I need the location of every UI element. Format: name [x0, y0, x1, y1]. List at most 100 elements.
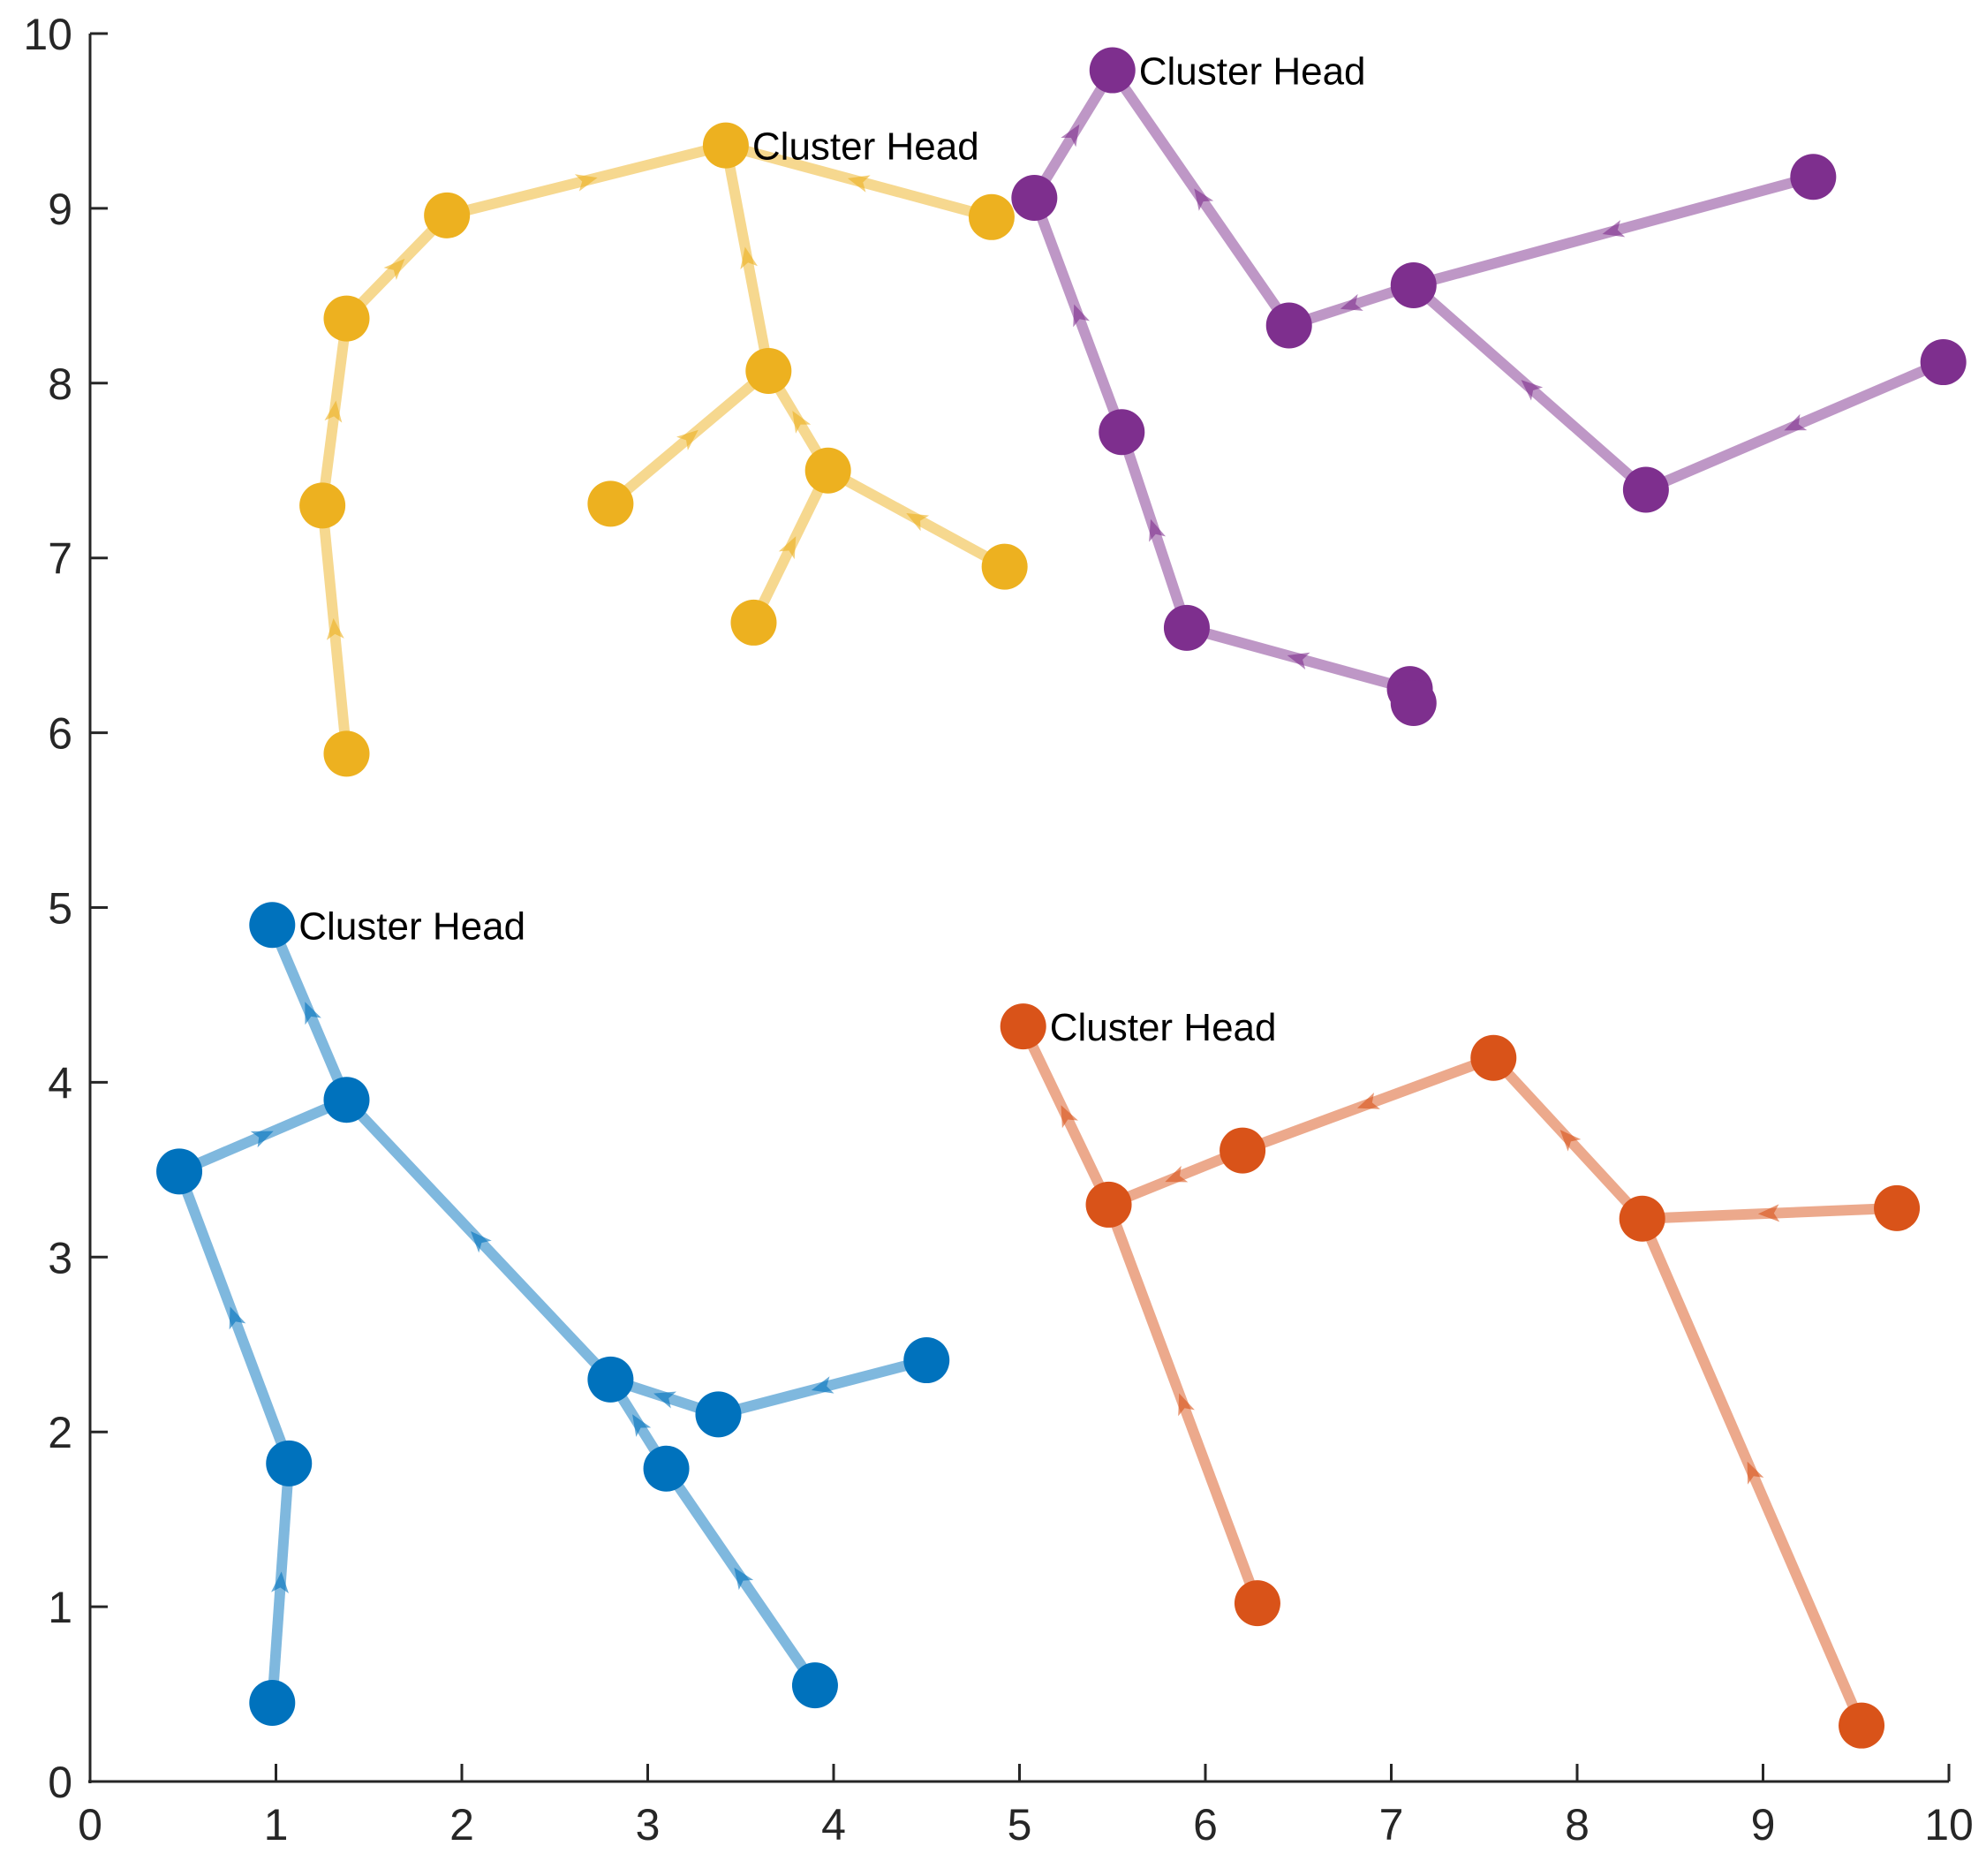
cluster-blue-direction-arrow — [653, 1391, 676, 1409]
cluster-yellow-direction-arrow — [326, 617, 344, 640]
cluster-blue-direction-arrow — [305, 1002, 321, 1025]
cluster-blue-node — [266, 1440, 313, 1486]
cluster-purple-node — [1920, 339, 1967, 386]
cluster-orange-node — [1839, 1702, 1885, 1749]
x-tick-label: 9 — [1751, 1800, 1776, 1850]
cluster-purple-head-label: Cluster Head — [1139, 50, 1366, 94]
cluster-yellow-node — [587, 480, 634, 527]
cluster-yellow-direction-arrow — [906, 512, 930, 532]
cluster-blue-direction-arrow — [250, 1131, 274, 1148]
cluster-orange-node — [1220, 1127, 1266, 1174]
cluster-yellow-direction-arrow — [324, 400, 343, 423]
cluster-purple-node — [1265, 302, 1312, 349]
cluster-orange-cluster-head-node — [1000, 1003, 1046, 1050]
cluster-yellow-direction-arrow — [740, 246, 758, 269]
y-tick-label: 5 — [48, 884, 72, 934]
cluster-purple-direction-arrow — [1602, 220, 1626, 238]
cluster-blue-head-label: Cluster Head — [298, 904, 525, 948]
cluster-purple-cluster-head-node — [1089, 47, 1136, 94]
axes-layer: 0 1 2 3 4 5 6 7 8 9 10 0 1 2 3 4 5 6 7 8 9 10 — [23, 10, 1973, 1850]
cluster-purple-direction-arrow — [1073, 304, 1091, 328]
cluster-purple-node — [1390, 261, 1437, 308]
cluster-yellow-node — [981, 543, 1028, 590]
x-tick-label: 8 — [1565, 1800, 1590, 1850]
cluster-purple-node — [1790, 154, 1837, 200]
x-tick-label: 7 — [1379, 1800, 1404, 1850]
cluster-blue-direction-arrow — [811, 1376, 834, 1394]
x-tick-label: 10 — [1924, 1800, 1974, 1850]
cluster-yellow-node — [323, 730, 370, 777]
y-tick-label: 4 — [48, 1058, 72, 1108]
cluster-orange-node — [1874, 1184, 1921, 1231]
cluster-purple-direction-arrow — [1521, 380, 1544, 401]
cluster-blue-node — [903, 1337, 950, 1384]
cluster-orange-direction-arrow — [1559, 1130, 1582, 1152]
x-tick-label: 5 — [1008, 1800, 1032, 1850]
cluster-yellow-node — [745, 347, 792, 394]
cluster-orange-node — [1619, 1195, 1665, 1242]
cluster-blue-node — [323, 1077, 370, 1123]
cluster-yellow-node — [323, 295, 370, 342]
cluster-orange-direction-arrow — [1178, 1393, 1195, 1417]
y-tick-label: 9 — [48, 185, 72, 234]
cluster-orange-node — [1085, 1181, 1132, 1228]
cluster-yellow-node — [804, 447, 851, 494]
y-tick-label: 0 — [48, 1758, 72, 1807]
cluster-blue-cluster-head-node — [249, 902, 296, 949]
cluster-yellow-direction-arrow — [574, 174, 598, 192]
cluster-orange-node — [1470, 1034, 1517, 1081]
x-tick-label: 1 — [264, 1800, 289, 1850]
cluster-blue-direction-arrow — [271, 1571, 289, 1594]
cluster-yellow-direction-arrow — [676, 429, 698, 450]
cluster-purple-node — [1099, 409, 1145, 456]
cluster-yellow-direction-arrow — [792, 411, 812, 434]
cluster-orange-direction-arrow — [1061, 1105, 1078, 1129]
cluster-blue-node — [695, 1391, 742, 1438]
cluster-blue-node — [156, 1148, 203, 1195]
cluster-purple-direction-arrow — [1194, 188, 1214, 211]
arrows-layer — [229, 124, 1808, 1594]
cluster-purple-direction-arrow — [1340, 293, 1363, 311]
cluster-yellow-cluster-head-node — [702, 122, 749, 169]
edges-layer — [174, 67, 1946, 1728]
x-tick-label: 3 — [636, 1800, 661, 1850]
x-tick-label: 2 — [449, 1800, 474, 1850]
cluster-purple-direction-arrow — [1149, 518, 1167, 542]
cluster-orange-direction-arrow — [1757, 1204, 1780, 1222]
cluster-yellow-node — [968, 193, 1015, 240]
cluster-orange-direction-arrow — [1356, 1092, 1380, 1109]
y-tick-label: 7 — [48, 534, 72, 584]
cluster-purple-direction-arrow — [1784, 413, 1808, 431]
cluster-blue-node — [249, 1679, 296, 1726]
cluster-yellow-direction-arrow — [847, 175, 871, 193]
cluster-orange-head-label: Cluster Head — [1050, 1006, 1277, 1049]
cluster-yellow-direction-arrow — [778, 536, 797, 560]
cluster-blue-direction-arrow — [632, 1414, 652, 1437]
y-tick-label: 1 — [48, 1583, 72, 1632]
cluster-yellow-direction-arrow — [383, 258, 405, 281]
cluster-yellow-node — [424, 192, 471, 238]
cluster-blue-direction-arrow — [734, 1567, 754, 1591]
cluster-purple-direction-arrow — [1287, 652, 1310, 670]
cluster-purple-direction-arrow — [1061, 124, 1080, 148]
cluster-purple-node — [1622, 466, 1669, 513]
y-tick-label: 10 — [23, 10, 72, 59]
nodes-layer — [156, 47, 1967, 1749]
y-tick-label: 8 — [48, 359, 72, 409]
cluster-purple-node — [1011, 175, 1058, 222]
cluster-purple-node — [1163, 604, 1210, 651]
x-tick-label: 4 — [821, 1800, 846, 1850]
cluster-purple-node — [1390, 679, 1437, 726]
cluster-orange-direction-arrow — [1165, 1165, 1189, 1183]
y-tick-label: 2 — [48, 1408, 72, 1457]
y-tick-label: 3 — [48, 1233, 72, 1282]
cluster-blue-direction-arrow — [229, 1306, 246, 1330]
cluster-yellow-node — [730, 599, 777, 646]
cluster-orange-node — [1234, 1580, 1280, 1627]
cluster-blue-node — [643, 1445, 690, 1492]
x-tick-label: 0 — [78, 1800, 102, 1850]
cluster-yellow-node — [299, 482, 346, 529]
cluster-blue-direction-arrow — [471, 1231, 492, 1253]
